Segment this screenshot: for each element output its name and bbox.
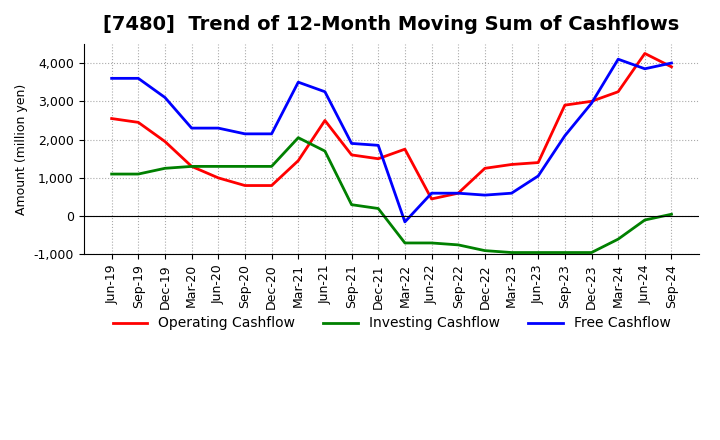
Free Cashflow xyxy=(214,125,222,131)
Operating Cashflow xyxy=(294,158,302,163)
Free Cashflow xyxy=(561,133,570,139)
Operating Cashflow xyxy=(614,89,623,95)
Investing Cashflow xyxy=(187,164,196,169)
Operating Cashflow xyxy=(667,64,676,70)
Investing Cashflow xyxy=(614,236,623,242)
Title: [7480]  Trend of 12-Month Moving Sum of Cashflows: [7480] Trend of 12-Month Moving Sum of C… xyxy=(104,15,680,34)
Line: Investing Cashflow: Investing Cashflow xyxy=(112,138,672,253)
Investing Cashflow xyxy=(641,217,649,223)
Investing Cashflow xyxy=(588,250,596,255)
Investing Cashflow xyxy=(534,250,542,255)
Line: Operating Cashflow: Operating Cashflow xyxy=(112,53,672,199)
Investing Cashflow xyxy=(400,240,409,246)
Operating Cashflow xyxy=(561,103,570,108)
Free Cashflow xyxy=(480,192,489,198)
Free Cashflow xyxy=(641,66,649,71)
Operating Cashflow xyxy=(588,99,596,104)
Free Cashflow xyxy=(454,191,462,196)
Investing Cashflow xyxy=(214,164,222,169)
Operating Cashflow xyxy=(187,164,196,169)
Operating Cashflow xyxy=(454,191,462,196)
Investing Cashflow xyxy=(347,202,356,207)
Free Cashflow xyxy=(267,131,276,136)
Operating Cashflow xyxy=(161,139,169,144)
Free Cashflow xyxy=(134,76,143,81)
Free Cashflow xyxy=(107,76,116,81)
Free Cashflow xyxy=(534,173,542,179)
Investing Cashflow xyxy=(267,164,276,169)
Operating Cashflow xyxy=(427,196,436,202)
Operating Cashflow xyxy=(480,166,489,171)
Free Cashflow xyxy=(240,131,249,136)
Legend: Operating Cashflow, Investing Cashflow, Free Cashflow: Operating Cashflow, Investing Cashflow, … xyxy=(107,311,676,336)
Operating Cashflow xyxy=(134,120,143,125)
Free Cashflow xyxy=(347,141,356,146)
Investing Cashflow xyxy=(374,206,382,211)
Operating Cashflow xyxy=(374,156,382,161)
Investing Cashflow xyxy=(667,212,676,217)
Free Cashflow xyxy=(507,191,516,196)
Free Cashflow xyxy=(374,143,382,148)
Investing Cashflow xyxy=(427,240,436,246)
Investing Cashflow xyxy=(320,148,329,154)
Free Cashflow xyxy=(588,101,596,106)
Operating Cashflow xyxy=(267,183,276,188)
Operating Cashflow xyxy=(240,183,249,188)
Investing Cashflow xyxy=(507,250,516,255)
Operating Cashflow xyxy=(641,51,649,56)
Free Cashflow xyxy=(427,191,436,196)
Free Cashflow xyxy=(294,80,302,85)
Investing Cashflow xyxy=(561,250,570,255)
Operating Cashflow xyxy=(214,175,222,180)
Operating Cashflow xyxy=(107,116,116,121)
Free Cashflow xyxy=(320,89,329,95)
Operating Cashflow xyxy=(320,118,329,123)
Investing Cashflow xyxy=(294,135,302,140)
Operating Cashflow xyxy=(400,147,409,152)
Free Cashflow xyxy=(400,219,409,224)
Operating Cashflow xyxy=(507,162,516,167)
Operating Cashflow xyxy=(347,152,356,158)
Investing Cashflow xyxy=(107,172,116,177)
Line: Free Cashflow: Free Cashflow xyxy=(112,59,672,222)
Free Cashflow xyxy=(161,95,169,100)
Investing Cashflow xyxy=(454,242,462,248)
Investing Cashflow xyxy=(480,248,489,253)
Investing Cashflow xyxy=(161,166,169,171)
Y-axis label: Amount (million yen): Amount (million yen) xyxy=(15,84,28,215)
Free Cashflow xyxy=(187,125,196,131)
Operating Cashflow xyxy=(534,160,542,165)
Investing Cashflow xyxy=(240,164,249,169)
Free Cashflow xyxy=(667,60,676,66)
Investing Cashflow xyxy=(134,172,143,177)
Free Cashflow xyxy=(614,57,623,62)
